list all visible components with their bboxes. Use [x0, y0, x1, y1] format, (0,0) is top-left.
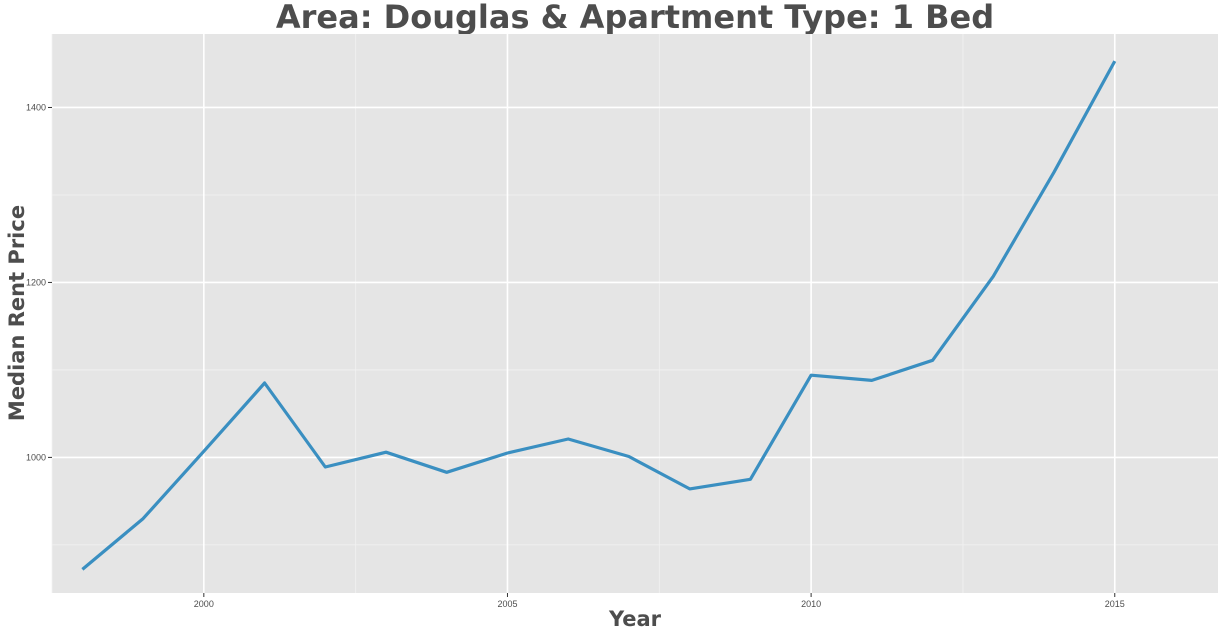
- x-tick-label: 2000: [194, 599, 214, 609]
- x-tick-label: 2005: [497, 599, 517, 609]
- y-tick-label: 1400: [26, 102, 46, 112]
- plot-panel: [52, 34, 1218, 593]
- x-tick-label: 2015: [1105, 599, 1125, 609]
- x-tick-label: 2010: [801, 599, 821, 609]
- data-layer: [81, 60, 1117, 571]
- major-gridlines: [52, 34, 1218, 593]
- axis-ticks: 2000 2005 2010 2015 1000 1200 1400: [26, 102, 1125, 609]
- minor-gridlines: [51, 34, 1218, 593]
- y-tick-label: 1200: [26, 277, 46, 287]
- series-line: [81, 60, 1117, 571]
- y-axis-title: Median Rent Price: [5, 205, 29, 421]
- chart-title: Area: Douglas & Apartment Type: 1 Bed: [275, 0, 995, 36]
- y-tick-label: 1000: [26, 452, 46, 462]
- x-axis-title: Year: [608, 607, 662, 631]
